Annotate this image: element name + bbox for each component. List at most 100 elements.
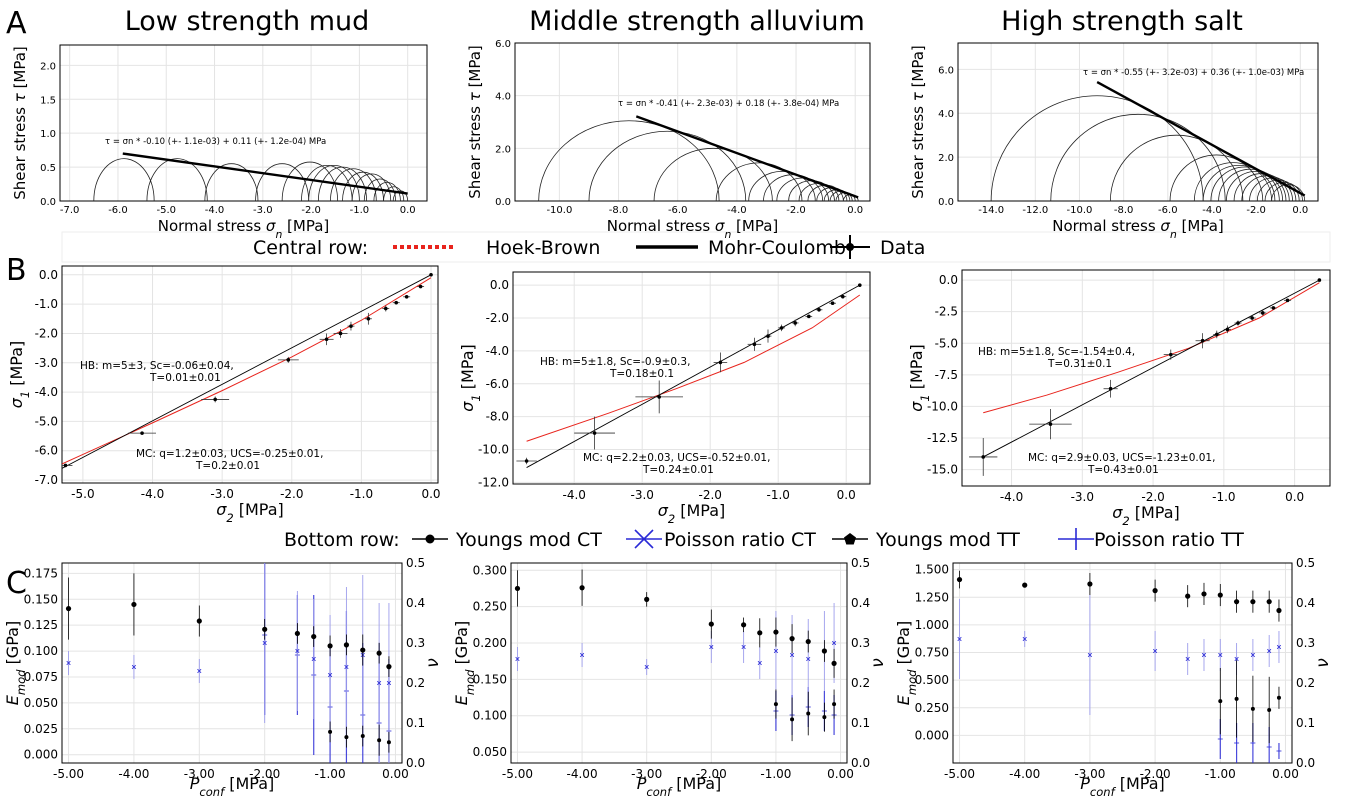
data-point [713,352,728,373]
mohr-circle [1202,165,1276,201]
youngs-ct-marker [311,633,317,640]
data-marker [366,316,371,321]
x-tick-label: -10.0 [1067,205,1093,216]
data-point [1223,325,1231,334]
poisson-ct-marker [262,640,267,646]
data-marker [657,395,661,399]
plot-content [65,563,392,763]
youngs-ct-marker [1266,599,1272,605]
plot-frame [512,271,871,485]
x-tick-label: -1.0 [350,205,370,216]
youngs-ct-marker [805,638,811,645]
data-marker [140,431,144,435]
x-tick-label: 0.00 [827,767,854,781]
x-tick-label: -4.0 [1000,490,1023,504]
data-marker [1048,422,1053,426]
x-tick-label: -3.0 [210,487,233,501]
chart-B3: -4.0 -3.0 -2.0 -1.0 0.0 -15.0 -12.5 -10.0 -7.5 -5… [907,269,1331,528]
data-marker [793,321,797,325]
poisson-ct-marker [806,656,811,662]
y2-tick-label: 0.0 [851,756,870,770]
y-tick-label: 2.0 [938,153,954,164]
data-marker [418,284,423,289]
x-tick-label: 0.00 [1272,767,1299,781]
youngs-ct-marker [1201,591,1207,597]
y-tick-label: 0.5 [40,163,56,174]
x-tick-label: 0.00 [382,767,409,781]
y-tick-label: -5.0 [935,336,958,350]
x-tick-label: -4.00 [118,767,149,781]
y2-tick-label: 0.4 [851,596,870,610]
y-tick-label: 0.150 [24,592,58,606]
x-tick-label: -3.00 [1074,767,1105,781]
chart-C3: -5.00 -4.00 -3.00 -2.00 -1.00 0.00 0.000 0.250 0… [894,556,1333,796]
youngs-ct-marker [644,596,650,602]
x-tick-label: -2.00 [696,767,727,781]
mohr-circle [392,190,409,201]
data-marker [1225,327,1230,332]
x-axis-label: Pconf [MPa] [637,774,722,796]
mohr-coulomb-envelope [122,152,408,195]
x-tick-label: -2.00 [1140,767,1171,781]
x-tick-label: -4.00 [567,767,598,781]
plot-frame [59,44,428,202]
y-tick-label: 6.0 [495,39,511,50]
x-tick-label: -4.0 [727,205,747,216]
data-marker [718,360,723,365]
x-tick-label: -8.0 [1114,205,1134,216]
x-tick-label: -3.0 [253,205,273,216]
data-marker [981,455,986,459]
poisson-ct-marker [1218,652,1223,658]
data-point [403,294,411,299]
youngs-ct-marker [1087,581,1093,587]
y-tick-label: -2.0 [486,311,509,325]
y2-tick-label: 0.1 [406,716,425,730]
plot-content [990,81,1306,201]
mohr-circle [1218,168,1284,201]
charts-layer: -7.0 -6.0 -5.0 -4.0 -3.0 -2.0 -1.0 0.0 0.0 0.5 1.0… [3,39,1333,796]
youngs-ct-marker [789,636,795,642]
data-point [1284,298,1292,303]
data-marker [286,358,291,362]
poisson-ct-marker [1022,636,1027,642]
mohr-coulomb-line [62,274,432,469]
youngs-ct-marker [360,647,366,653]
x-axis-label: σ2 [MPa] [216,500,284,525]
hb-annotation-line1: HB: m=5±3, Sc=-0.06±0.04, [80,360,234,372]
plot-content [969,278,1322,476]
y-tick-label: 0.050 [24,696,58,710]
youngs-ct-marker [1152,588,1158,594]
plot-frame [61,265,439,484]
y2-tick-label: 0.1 [851,716,870,730]
y-tick-label: 0.075 [24,670,58,684]
poisson-ct-marker [831,640,837,646]
x-tick-label: -2.0 [1246,205,1266,216]
youngs-tt-marker [1267,707,1272,712]
x-axis-label: Normal stress σn [MPa] [607,217,779,241]
poisson-ct-marker [344,664,349,670]
data-marker [429,272,433,277]
mc-annotation-line1: MC: q=1.2±0.03, UCS=-0.25±0.01, [136,448,323,460]
poisson-ct-marker [515,656,520,662]
central-legend: Central row: Hoek-Brown Mohr-Coulomb Dat… [61,231,1331,263]
legend-data-swatch [830,235,870,259]
x-tick-label: -2.0 [280,487,303,501]
y-tick-label: 0.000 [24,748,58,762]
x-axis-label: σ2 [MPa] [658,501,726,526]
data-marker [1108,386,1113,391]
y-tick-label: -3.0 [35,356,58,370]
youngs-tt-marker [386,740,391,745]
x-tick-label: -6.0 [108,205,128,216]
data-point [764,329,772,343]
mohr-circle [1233,173,1290,201]
youngs-ct-marker [386,664,392,670]
poisson-ct-marker [709,644,714,650]
data-point [969,438,998,476]
plot-content [514,569,837,742]
y2-tick-label: 0.1 [1296,716,1315,730]
fit-equation: τ = σn * -0.41 (+- 2.3e-03) + 0.18 (+- 3… [618,99,839,109]
x-tick-label: -1.00 [1205,767,1236,781]
x-tick-label: 0.0 [837,488,856,502]
hb-annotation-line1: HB: m=5±1.8, Sc=-1.54±0.4, [978,346,1135,358]
legend-poisson-ct-swatch [626,529,662,549]
